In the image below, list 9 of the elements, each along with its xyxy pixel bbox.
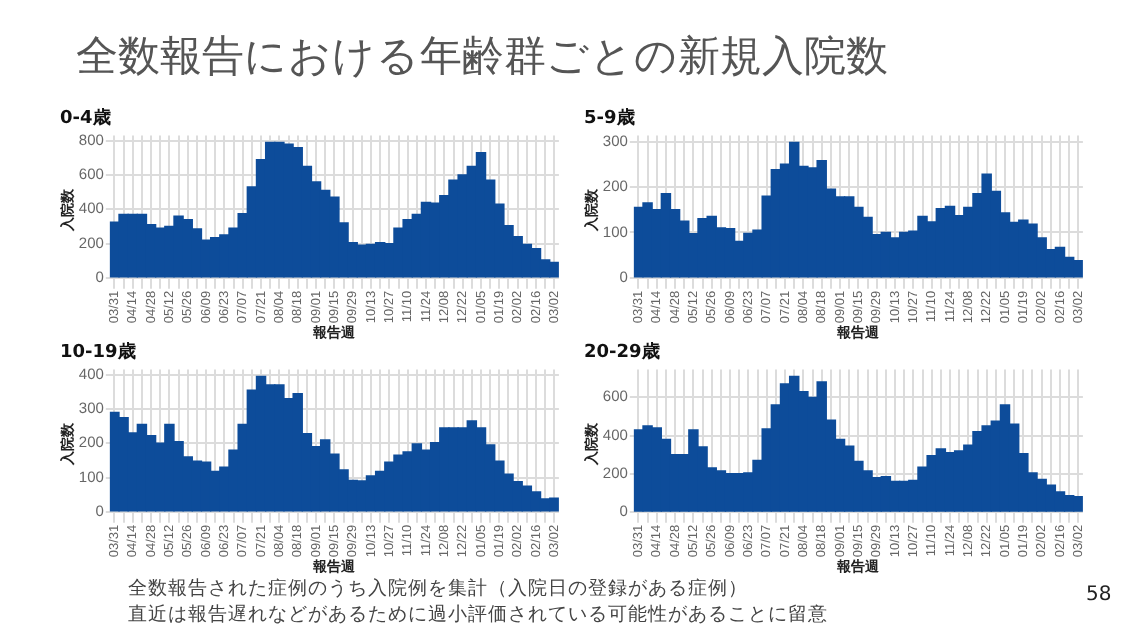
text: 直近は報告遅れなどがあるために過小評価されている可能性があることに留意: [128, 602, 828, 628]
text: 全数報告における年齢群ごとの新規入院数: [76, 30, 888, 84]
chart-title: 20-29歳: [584, 341, 660, 364]
bar: [1054, 491, 1066, 512]
text: 全数報告された症例のうち入院例を集計（入院日の登録がある症例）: [128, 576, 750, 602]
chart-title: 10-19歳: [60, 341, 136, 364]
chart-title: 0-4歳: [60, 107, 111, 130]
chart-title: 5-9歳: [584, 107, 635, 130]
text: 58: [1086, 584, 1112, 606]
